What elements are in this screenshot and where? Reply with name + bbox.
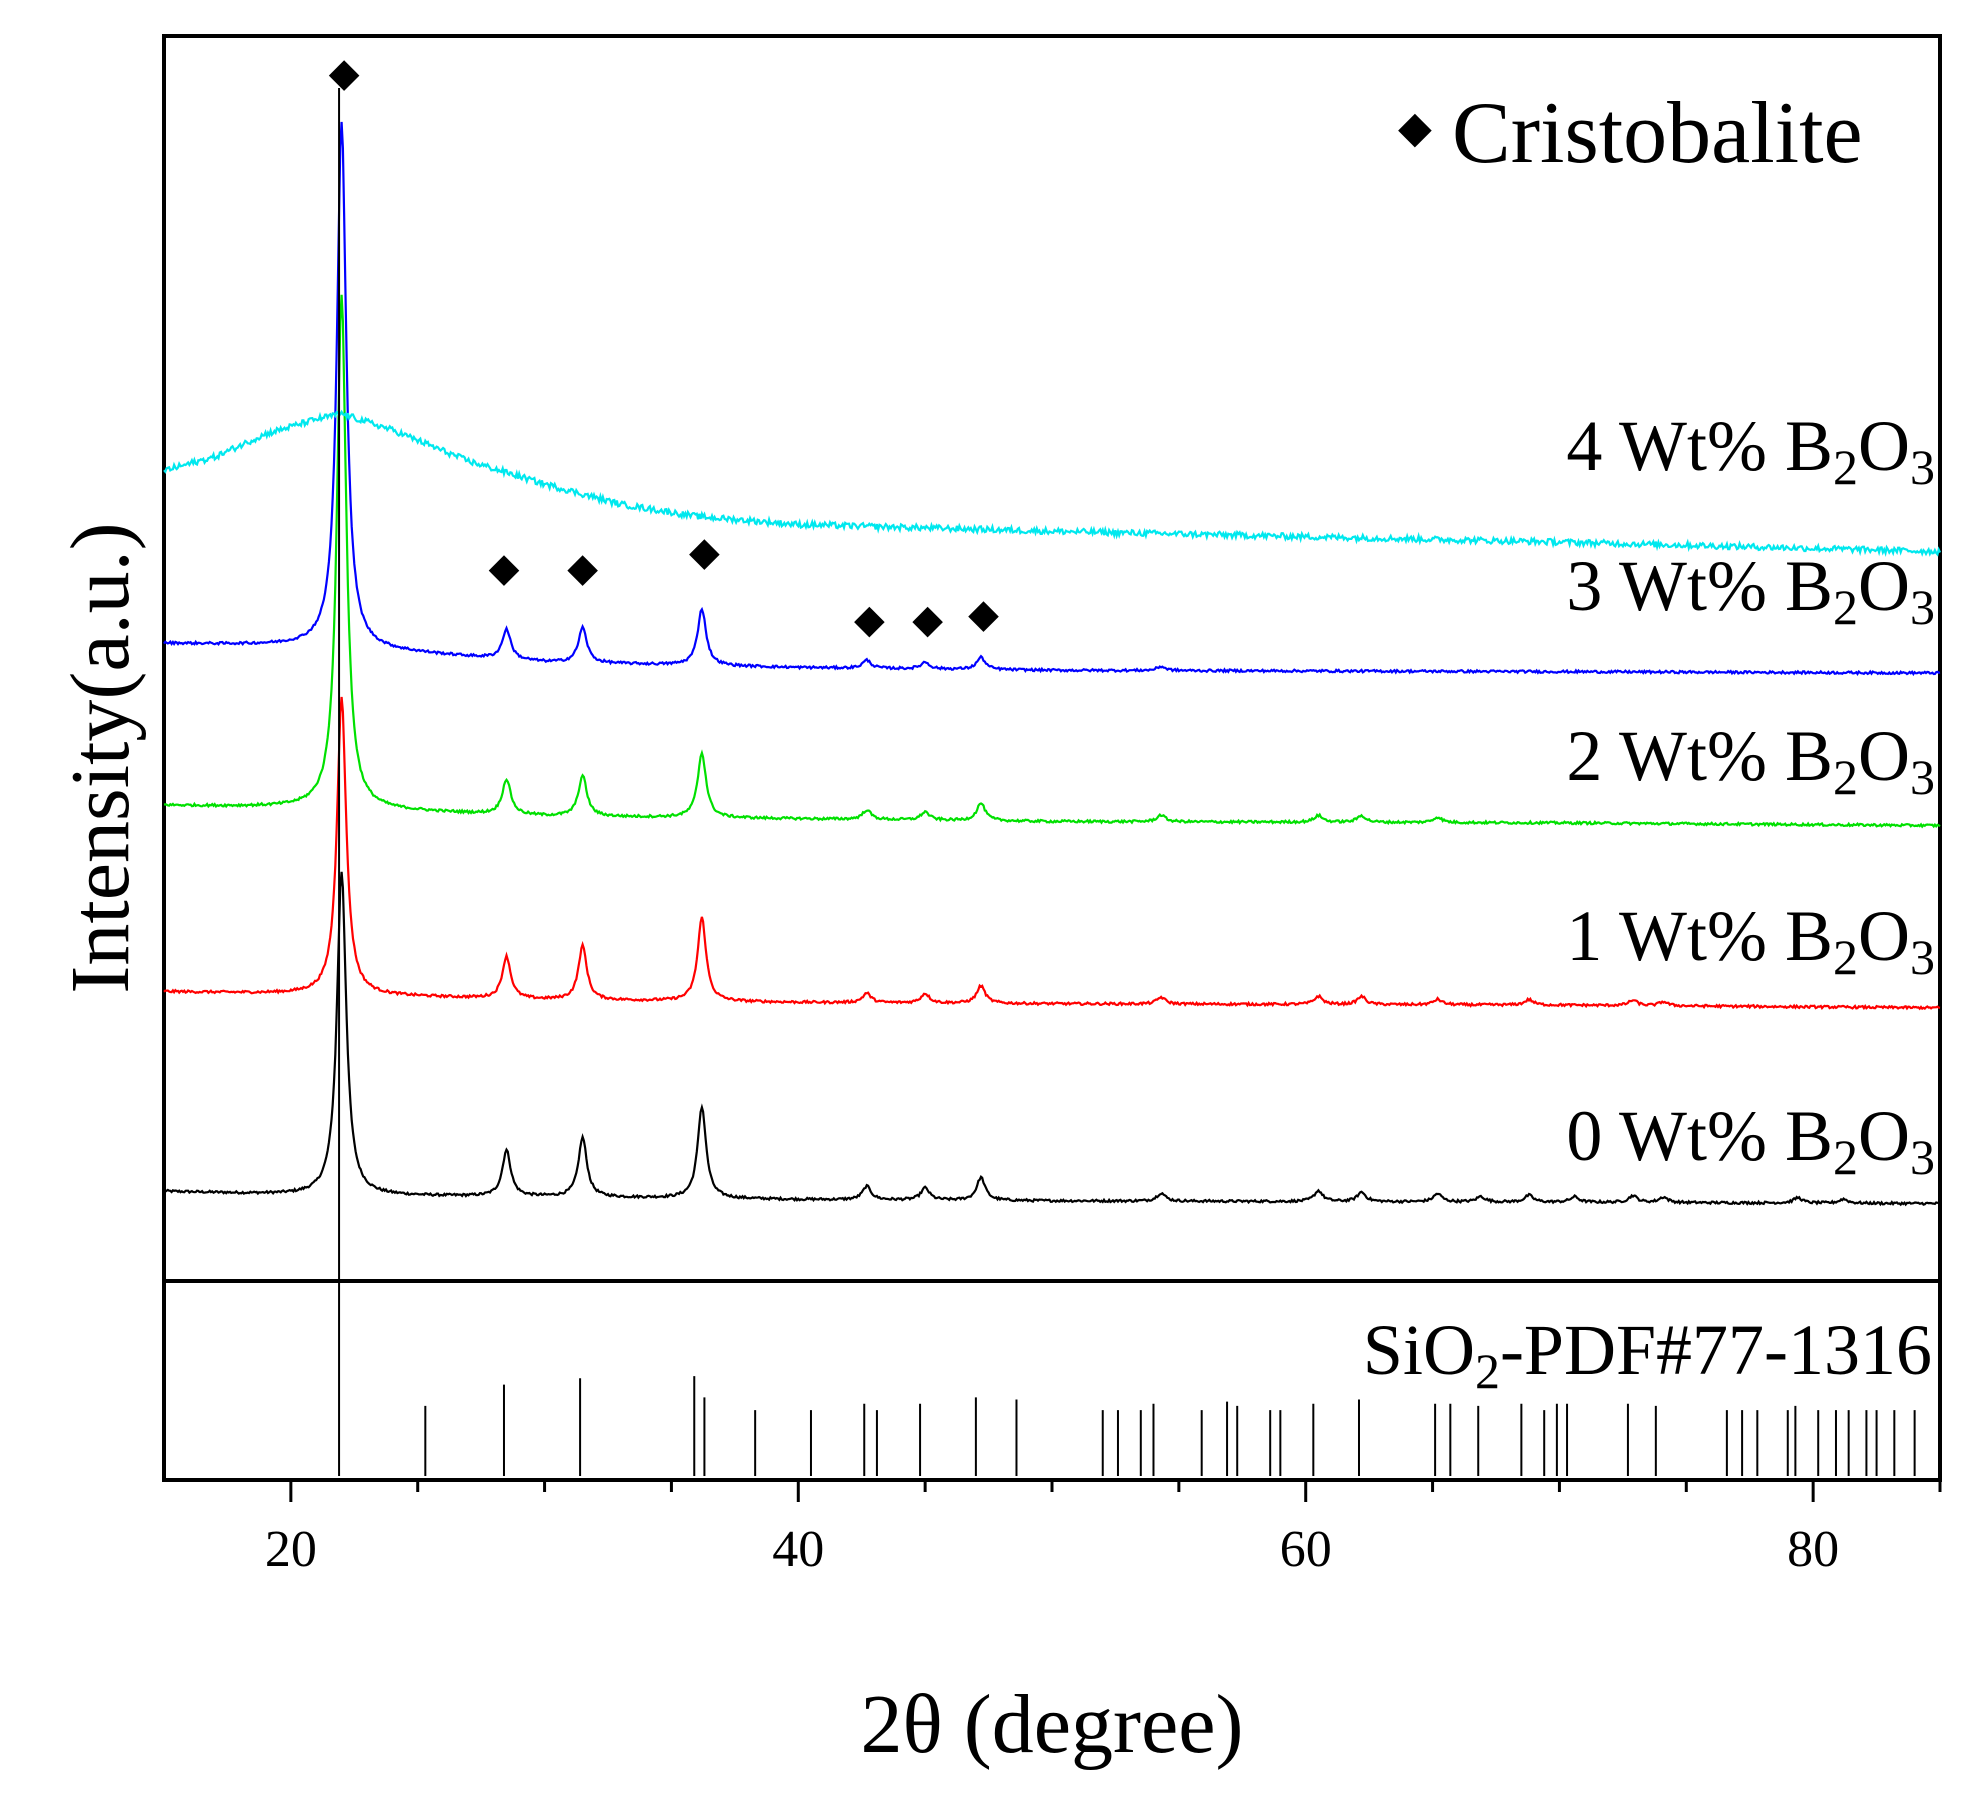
cristobalite-diamond-icon: ◆ bbox=[912, 597, 943, 642]
series-line-4 bbox=[163, 409, 1942, 557]
cristobalite-diamond-icon: ◆ bbox=[689, 529, 720, 574]
cristobalite-diamond-icon: ◆ bbox=[854, 597, 885, 642]
cristobalite-diamond-icon: ◆ bbox=[567, 545, 598, 590]
series-label-2: 2 Wt% B2O3 bbox=[1566, 716, 1935, 805]
label-layer: 0 Wt% B2O3 1 Wt% B2O3 2 Wt% B2O3 3 Wt% B2O3… bbox=[1566, 406, 1935, 1185]
series-line-1 bbox=[163, 696, 1941, 1011]
legend: ◆ Cristobalite bbox=[1398, 85, 1863, 182]
cristobalite-diamond-icon: ◆ bbox=[489, 545, 520, 590]
series-line-3 bbox=[163, 121, 1941, 677]
series-label-4: 4 Wt% B2O3 bbox=[1566, 406, 1935, 495]
x-axis: 20 40 60 80 bbox=[265, 1480, 1942, 1578]
series-label-3: 3 Wt% B2O3 bbox=[1566, 546, 1935, 635]
cristobalite-diamond-icon: ◆ bbox=[329, 50, 360, 95]
x-tick-label: 20 bbox=[265, 1521, 317, 1578]
series-layer bbox=[163, 121, 1942, 1207]
reference-layer: SiO2-PDF#77-1316 bbox=[338, 88, 1932, 1476]
x-tick-label: 40 bbox=[772, 1521, 824, 1578]
x-axis-title: 2θ (degree) bbox=[860, 1678, 1243, 1771]
legend-diamond-icon: ◆ bbox=[1398, 103, 1432, 152]
cristobalite-diamond-icon: ◆ bbox=[968, 591, 999, 636]
x-tick-label: 60 bbox=[1280, 1521, 1332, 1578]
series-label-0: 0 Wt% B2O3 bbox=[1566, 1096, 1935, 1185]
x-tick-label: 80 bbox=[1787, 1521, 1839, 1578]
reference-label: SiO2-PDF#77-1316 bbox=[1363, 1310, 1932, 1399]
series-line-2 bbox=[163, 294, 1941, 829]
y-axis-title: Intensity(a.u.) bbox=[54, 522, 147, 993]
legend-label: Cristobalite bbox=[1452, 85, 1863, 182]
series-line-0 bbox=[163, 871, 1941, 1207]
marker-layer: ◆ ◆ ◆ ◆ ◆ ◆ ◆ bbox=[329, 50, 999, 642]
series-label-1: 1 Wt% B2O3 bbox=[1566, 896, 1935, 985]
